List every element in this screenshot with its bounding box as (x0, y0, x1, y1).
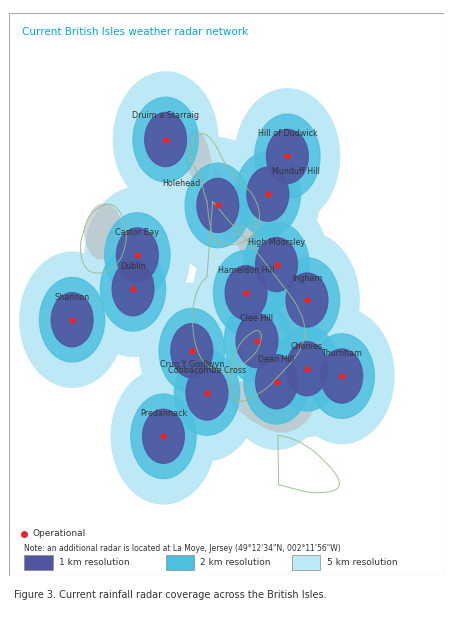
Text: Figure 3. Current rainfall radar coverage across the British Isles.: Figure 3. Current rainfall radar coverag… (14, 590, 326, 600)
Polygon shape (84, 203, 123, 259)
Text: Dean Hill: Dean Hill (258, 355, 294, 364)
Circle shape (216, 127, 320, 262)
Circle shape (224, 298, 289, 383)
Circle shape (225, 266, 267, 320)
Circle shape (174, 351, 240, 435)
Circle shape (105, 212, 170, 297)
FancyBboxPatch shape (292, 555, 320, 570)
Circle shape (145, 113, 187, 166)
Text: Predannack: Predannack (140, 410, 187, 419)
Circle shape (197, 179, 239, 232)
Text: Chenies: Chenies (291, 342, 323, 351)
Circle shape (275, 258, 340, 342)
Polygon shape (183, 130, 256, 229)
Circle shape (255, 114, 320, 198)
Text: Operational: Operational (33, 529, 86, 538)
Circle shape (111, 369, 216, 504)
Polygon shape (178, 200, 325, 433)
Text: Current British Isles weather radar network: Current British Isles weather radar netw… (22, 27, 248, 37)
Circle shape (224, 197, 329, 332)
Text: Note: an additional radar is located at La Moye, Jersey (49°12'34"N, 002°11'56"W: Note: an additional radar is located at … (24, 545, 341, 554)
Circle shape (186, 366, 228, 420)
Text: Hill of Dudwick: Hill of Dudwick (257, 129, 317, 138)
Circle shape (255, 301, 359, 436)
Circle shape (205, 273, 309, 408)
Circle shape (131, 394, 196, 479)
Circle shape (140, 283, 244, 419)
Circle shape (194, 225, 298, 360)
Text: Crug Y Gorllwyn: Crug Y Gorllwyn (159, 360, 224, 369)
Text: Shannon: Shannon (54, 293, 90, 302)
Circle shape (255, 237, 297, 292)
Text: Munduff Hill: Munduff Hill (272, 167, 320, 176)
Circle shape (85, 188, 189, 323)
Text: Castor Bay: Castor Bay (116, 228, 159, 237)
FancyBboxPatch shape (166, 555, 194, 570)
Circle shape (171, 324, 212, 378)
Circle shape (236, 314, 278, 367)
Text: Hameldon Hill: Hameldon Hill (218, 266, 274, 275)
Circle shape (51, 292, 93, 347)
Circle shape (275, 326, 340, 411)
Circle shape (81, 221, 185, 356)
Circle shape (309, 334, 374, 419)
Circle shape (224, 314, 329, 449)
Circle shape (321, 349, 362, 403)
Circle shape (113, 72, 218, 207)
FancyBboxPatch shape (9, 13, 444, 576)
Circle shape (235, 89, 340, 224)
Text: 1 km resolution: 1 km resolution (59, 558, 130, 567)
Text: Holehead: Holehead (162, 179, 200, 188)
Circle shape (244, 222, 309, 307)
Circle shape (235, 152, 300, 236)
Text: Clee Hill: Clee Hill (241, 314, 274, 323)
Text: Dublin: Dublin (120, 262, 146, 271)
Circle shape (133, 97, 198, 182)
FancyBboxPatch shape (24, 555, 53, 570)
Circle shape (266, 129, 308, 184)
Text: High Moorsley: High Moorsley (248, 238, 305, 247)
Text: Druim a Starraig: Druim a Starraig (132, 111, 199, 120)
Circle shape (213, 250, 279, 335)
Circle shape (112, 262, 154, 316)
Circle shape (155, 325, 259, 461)
Circle shape (286, 342, 328, 396)
Circle shape (116, 228, 158, 282)
Circle shape (286, 273, 328, 327)
Text: Thurnham: Thurnham (321, 349, 362, 358)
Circle shape (289, 308, 394, 444)
Circle shape (101, 246, 166, 331)
Circle shape (247, 167, 289, 221)
Circle shape (255, 355, 297, 409)
Circle shape (39, 278, 105, 362)
Circle shape (244, 339, 309, 424)
Circle shape (185, 163, 251, 248)
Text: 2 km resolution: 2 km resolution (200, 558, 271, 567)
Circle shape (20, 252, 124, 387)
Circle shape (255, 232, 359, 367)
Text: Ingham: Ingham (292, 273, 322, 283)
Circle shape (159, 308, 224, 393)
Circle shape (143, 410, 184, 463)
Text: 5 km resolution: 5 km resolution (327, 558, 397, 567)
Text: Cobbacombe Cross: Cobbacombe Cross (168, 366, 246, 375)
Circle shape (166, 138, 270, 273)
